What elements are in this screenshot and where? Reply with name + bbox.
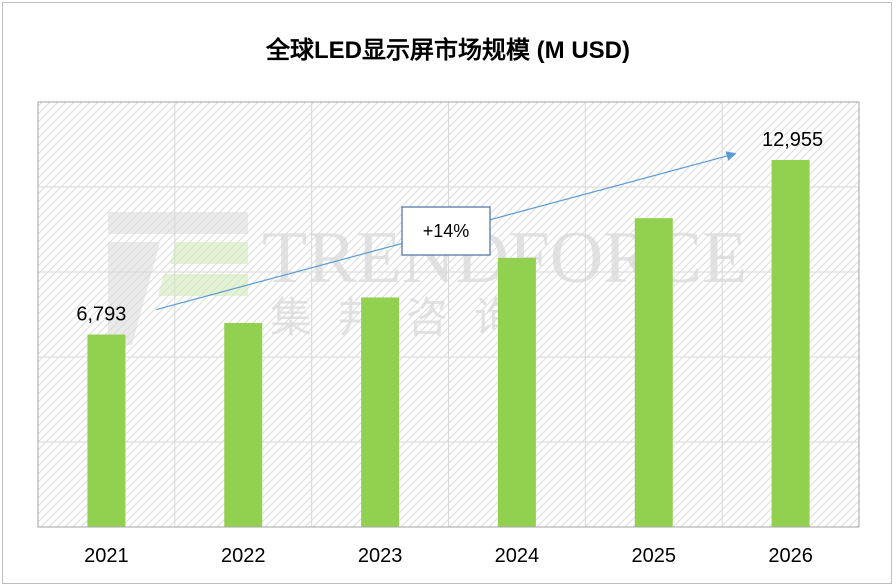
- chart-title: 全球LED显示屏市场规模 (M USD): [266, 37, 630, 64]
- x-axis-ticks: 2021 2022 2023 2024 2025 2026: [84, 545, 813, 567]
- x-tick-label: 2021: [84, 545, 129, 567]
- x-tick-label: 2023: [358, 545, 403, 567]
- plot-border: [37, 101, 860, 528]
- data-labels: 6,793 12,955: [76, 129, 823, 326]
- bar-2026: [771, 159, 810, 528]
- bar-2021: [87, 334, 126, 527]
- x-tick-label: 2022: [221, 545, 266, 567]
- data-label-2026: 12,955: [762, 129, 823, 151]
- grid-lines: [38, 102, 859, 527]
- x-tick-label: 2026: [768, 545, 813, 567]
- growth-text: +14%: [423, 221, 470, 241]
- x-tick-label: 2024: [495, 545, 540, 567]
- bar-2025: [634, 218, 673, 527]
- x-tick-label: 2025: [632, 545, 677, 567]
- growth-annotation: +14%: [156, 151, 737, 311]
- bar-2024: [497, 257, 536, 527]
- growth-box: [401, 206, 491, 256]
- bar-2023: [361, 297, 400, 527]
- bar-series: [87, 159, 810, 528]
- trendforce-logo-icon: [108, 212, 248, 345]
- bar-2022: [224, 323, 263, 527]
- data-label-2021: 6,793: [76, 304, 126, 326]
